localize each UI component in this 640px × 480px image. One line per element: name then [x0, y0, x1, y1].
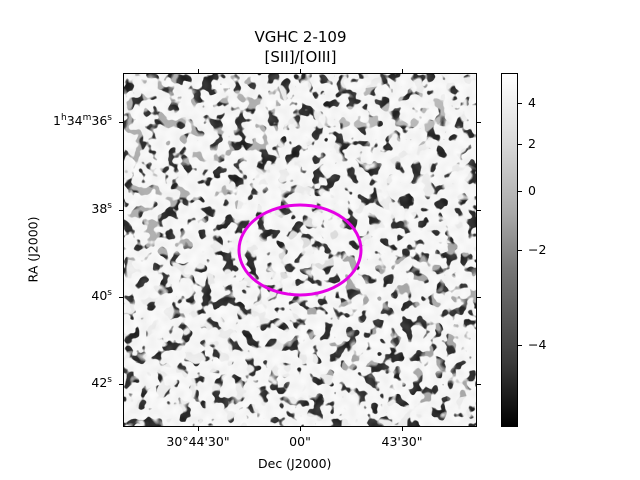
- ytick-mark: [119, 297, 123, 298]
- colorbar-tick: [518, 250, 522, 251]
- ytick-mark-right: [477, 122, 481, 123]
- chart-subtitle: [SII]/[OIII]: [264, 48, 337, 66]
- ytick-mark: [119, 122, 123, 123]
- grain-layer: [124, 74, 476, 426]
- y-axis-label: RA (J2000): [25, 216, 41, 283]
- xtick-mark-top: [300, 69, 301, 73]
- xtick-mark-top: [402, 69, 403, 73]
- colorbar-label-neg4: −4: [528, 337, 547, 352]
- colorbar-tick: [518, 191, 522, 192]
- colorbar-tick: [518, 103, 522, 104]
- colorbar-tick: [518, 345, 522, 346]
- colorbar-label-neg2: −2: [528, 242, 547, 257]
- annotation-ellipse: [237, 203, 363, 297]
- heatmap-image: [123, 73, 477, 427]
- ytick-label-40: 40s: [91, 288, 112, 304]
- xtick-mark: [300, 427, 301, 431]
- ytick-mark-right: [477, 297, 481, 298]
- colorbar: [501, 73, 518, 427]
- colorbar-label-0: 0: [528, 183, 536, 198]
- ytick-mark: [119, 384, 123, 385]
- ytick-mark-right: [477, 384, 481, 385]
- heatmap-svg: [124, 74, 476, 426]
- xtick-label-43-30: 43'30": [381, 434, 423, 449]
- ytick-mark-right: [477, 210, 481, 211]
- ytick-label-42: 42s: [91, 375, 112, 391]
- colorbar-label-2: 2: [528, 136, 536, 151]
- chart-title: VGHC 2-109: [254, 28, 347, 46]
- xtick-mark-top: [198, 69, 199, 73]
- x-axis-label: Dec (J2000): [258, 456, 332, 471]
- xtick-label-44-30: 30°44'30": [166, 434, 230, 449]
- ytick-mark: [119, 210, 123, 211]
- xtick-mark: [198, 427, 199, 431]
- ytick-label-36: 1h34m36s: [53, 113, 112, 129]
- xtick-label-00: 00": [289, 434, 311, 449]
- ytick-label-38: 38s: [91, 201, 112, 217]
- xtick-mark: [402, 427, 403, 431]
- colorbar-tick: [518, 144, 522, 145]
- colorbar-label-4: 4: [528, 95, 536, 110]
